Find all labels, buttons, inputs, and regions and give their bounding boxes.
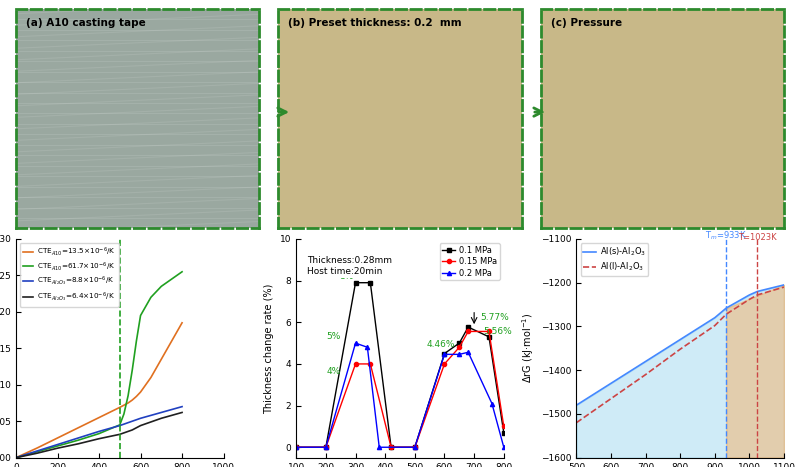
Text: 5.77%: 5.77% (480, 313, 509, 322)
Text: (b) Preset thickness: 0.2  mm: (b) Preset thickness: 0.2 mm (288, 18, 462, 28)
Text: (a) A10 casting tape: (a) A10 casting tape (26, 18, 146, 28)
Y-axis label: ΔrG (kJ·mol$^{-1}$): ΔrG (kJ·mol$^{-1}$) (520, 313, 535, 383)
Al(l)-Al$_2$O$_3$ (606, 396, 616, 402)
Legend: CTE$_{A10}$=13.5×10$^{-6}$/K, CTE$_{A10}$=61.7×10$^{-6}$/K, CTE$_{Al_2O_3}$=8.8×: CTE$_{A10}$=13.5×10$^{-6}$/K, CTE$_{A10}… (20, 242, 118, 306)
Al(l)-Al$_2$O$_3$ (779, 284, 789, 290)
Al(s)-Al$_2$O$_3$ (745, 292, 754, 298)
Text: 5%: 5% (326, 332, 341, 341)
Al(s)-Al$_2$O$_3$ (710, 315, 720, 320)
Al(s)-Al$_2$O$_3$ (753, 289, 762, 294)
Legend: 0.1 MPa, 0.15 MPa, 0.2 MPa: 0.1 MPa, 0.15 MPa, 0.2 MPa (440, 243, 500, 280)
Text: T=1023K: T=1023K (738, 234, 777, 242)
Al(s)-Al$_2$O$_3$ (779, 282, 789, 288)
Text: 4.46%: 4.46% (426, 340, 455, 349)
Text: 8%: 8% (340, 271, 354, 281)
Al(s)-Al$_2$O$_3$ (675, 337, 685, 342)
Al(s)-Al$_2$O$_3$ (606, 381, 616, 386)
Text: 4%: 4% (326, 368, 341, 376)
Text: Thickness:0.28mm
Host time:20min: Thickness:0.28mm Host time:20min (306, 256, 391, 276)
Al(l)-Al$_2$O$_3$ (753, 292, 762, 298)
Al(l)-Al$_2$O$_3$ (710, 323, 720, 328)
Al(l)-Al$_2$O$_3$ (675, 347, 685, 352)
Al(s)-Al$_2$O$_3$ (572, 403, 582, 408)
Al(s)-Al$_2$O$_3$ (641, 359, 650, 364)
Al(l)-Al$_2$O$_3$ (722, 311, 731, 317)
Al(l)-Al$_2$O$_3$ (745, 297, 754, 302)
Al(l)-Al$_2$O$_3$ (641, 372, 650, 377)
Text: T$_m$=933K: T$_m$=933K (706, 230, 747, 242)
Line: Al(s)-Al$_2$O$_3$: Al(s)-Al$_2$O$_3$ (577, 285, 784, 405)
Line: Al(l)-Al$_2$O$_3$: Al(l)-Al$_2$O$_3$ (577, 287, 784, 423)
Y-axis label: Thickness change rate (%): Thickness change rate (%) (264, 283, 274, 413)
Al(l)-Al$_2$O$_3$ (572, 420, 582, 425)
Text: 5.56%: 5.56% (483, 327, 512, 336)
Text: (c) Pressure: (c) Pressure (550, 18, 622, 28)
Al(s)-Al$_2$O$_3$ (722, 305, 731, 311)
Legend: Al(s)-Al$_2$O$_3$, Al(l)-Al$_2$O$_3$: Al(s)-Al$_2$O$_3$, Al(l)-Al$_2$O$_3$ (581, 243, 648, 276)
